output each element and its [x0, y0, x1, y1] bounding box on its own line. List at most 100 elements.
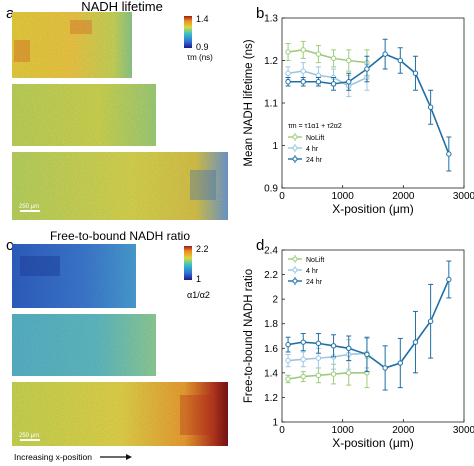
data-point: [412, 70, 419, 76]
data-point: [315, 51, 322, 57]
series-line: [287, 372, 367, 380]
colorbar: [184, 16, 192, 48]
data-point: [446, 276, 452, 283]
data-point: [364, 66, 370, 72]
chart-d: d 0 1000 2000 3000 1 1.2 1.4 1.6 1.8 2 2.2 2.4 X-posi…: [243, 237, 474, 450]
data-point: [285, 357, 291, 364]
x-axis-label: X-position (μm): [332, 436, 414, 450]
legend: τm = τ1α1 + τ2α2 NoLift 4 hr 24 hr: [288, 123, 342, 164]
colorbar-unit: α1/α2: [187, 290, 210, 300]
y-tick-label: 1.6: [264, 344, 278, 355]
tissue-images-c: [12, 244, 228, 446]
chart-b: b 0 1000 2000 3000 0.9 1 1.1 1.2 1.3 X-position (μ…: [243, 5, 474, 216]
legend-swatch-marker: [292, 278, 298, 284]
panel-title: Free-to-bound NADH ratio: [50, 229, 190, 243]
data-point: [364, 351, 370, 358]
scale-bar-label: 250 μm: [19, 204, 39, 210]
legend-swatch-marker: [292, 267, 298, 273]
tissue-images-a: [12, 12, 228, 220]
data-point: [346, 79, 352, 85]
data-point: [412, 339, 419, 345]
data-point: [285, 49, 291, 55]
y-tick-label: 1.4: [264, 368, 278, 379]
x-tick-label: 3000: [453, 191, 474, 202]
tissue-image-4hr: [12, 84, 156, 146]
legend-title: τm = τ1α1 + τ2α2: [288, 123, 342, 130]
data-point: [446, 151, 452, 157]
legend: NoLift 4 hr 24 hr: [288, 255, 324, 286]
colorbar-min: 0.9: [196, 42, 209, 52]
data-point: [346, 345, 352, 351]
y-tick-label: 2.4: [264, 246, 278, 257]
legend-label: NoLift: [306, 257, 324, 264]
data-point: [330, 343, 337, 349]
data-point: [315, 72, 322, 79]
panel-letter: d: [256, 237, 264, 254]
y-axis-label: Free-to-bound NADH ratio: [243, 269, 255, 403]
legend-swatch-marker: [292, 256, 298, 262]
colorbar-unit: τm (ns): [187, 53, 213, 62]
x-tick-label: 2000: [392, 191, 415, 202]
series-line: [287, 49, 368, 64]
colorbar-max: 1.4: [196, 14, 209, 24]
y-tick-label: 1.1: [264, 99, 278, 110]
legend-label: 24 hr: [306, 279, 323, 286]
y-tick-label: 1.2: [264, 56, 278, 67]
series-24-hr: [285, 260, 452, 391]
data-point: [346, 57, 352, 64]
colorbar: [184, 246, 192, 280]
data-point: [315, 79, 322, 85]
data-point: [285, 70, 291, 76]
x-position-caption: Increasing x-position: [14, 452, 92, 462]
x-tick-label: 3000: [453, 425, 474, 436]
legend-swatch-marker: [292, 156, 298, 162]
panel-title: NADH lifetime: [81, 0, 163, 14]
y-tick-label: 1: [272, 418, 278, 429]
legend-label: NoLift: [306, 135, 324, 142]
series-24-hr: [285, 38, 452, 172]
data-point: [315, 340, 322, 347]
x-tick-label: 1000: [332, 425, 355, 436]
axes-box: [281, 249, 465, 423]
panel-letter: b: [256, 5, 264, 22]
y-tick-label: 1: [272, 141, 278, 152]
x-tick-label: 2000: [392, 425, 415, 436]
arrow-head-icon: [126, 454, 132, 460]
x-tick-label: 0: [279, 191, 285, 202]
legend-swatch-marker: [292, 134, 298, 140]
y-tick-label: 2: [272, 295, 278, 306]
data-point: [285, 79, 291, 85]
legend-label: 4 hr: [306, 146, 319, 153]
data-point: [300, 47, 306, 53]
panel-a: a NADH lifetime 250 μm 1.4 0.9 τm (ns): [6, 0, 228, 220]
legend-label: 24 hr: [306, 157, 323, 164]
series-4-hr: [285, 62, 370, 98]
y-tick-label: 2.2: [264, 270, 278, 281]
data-point: [300, 356, 306, 363]
series-nolift: [285, 40, 370, 76]
x-tick-label: 0: [279, 425, 285, 436]
data-point: [427, 104, 434, 110]
y-tick-label: 1.3: [264, 14, 278, 25]
y-tick-label: 1.2: [264, 393, 278, 404]
data-point: [315, 372, 322, 379]
y-tick-label: 1.8: [264, 319, 278, 330]
data-point: [330, 55, 337, 62]
data-point: [346, 370, 352, 376]
data-point: [300, 339, 306, 345]
data-point: [300, 79, 306, 85]
data-point: [285, 376, 291, 382]
data-point: [397, 360, 403, 366]
y-axis-label: Mean NADH lifetime (ns): [243, 39, 255, 166]
series-line: [288, 352, 367, 362]
series-nolift: [285, 357, 370, 389]
data-point: [397, 57, 403, 64]
legend-swatch-marker: [292, 145, 298, 151]
legend-label: 4 hr: [306, 268, 319, 275]
data-point: [285, 341, 291, 348]
panel-letter: c: [6, 237, 14, 254]
colorbar-min: 1: [196, 274, 201, 284]
data-point: [300, 68, 306, 74]
tissue-image-4hr: [12, 314, 156, 376]
